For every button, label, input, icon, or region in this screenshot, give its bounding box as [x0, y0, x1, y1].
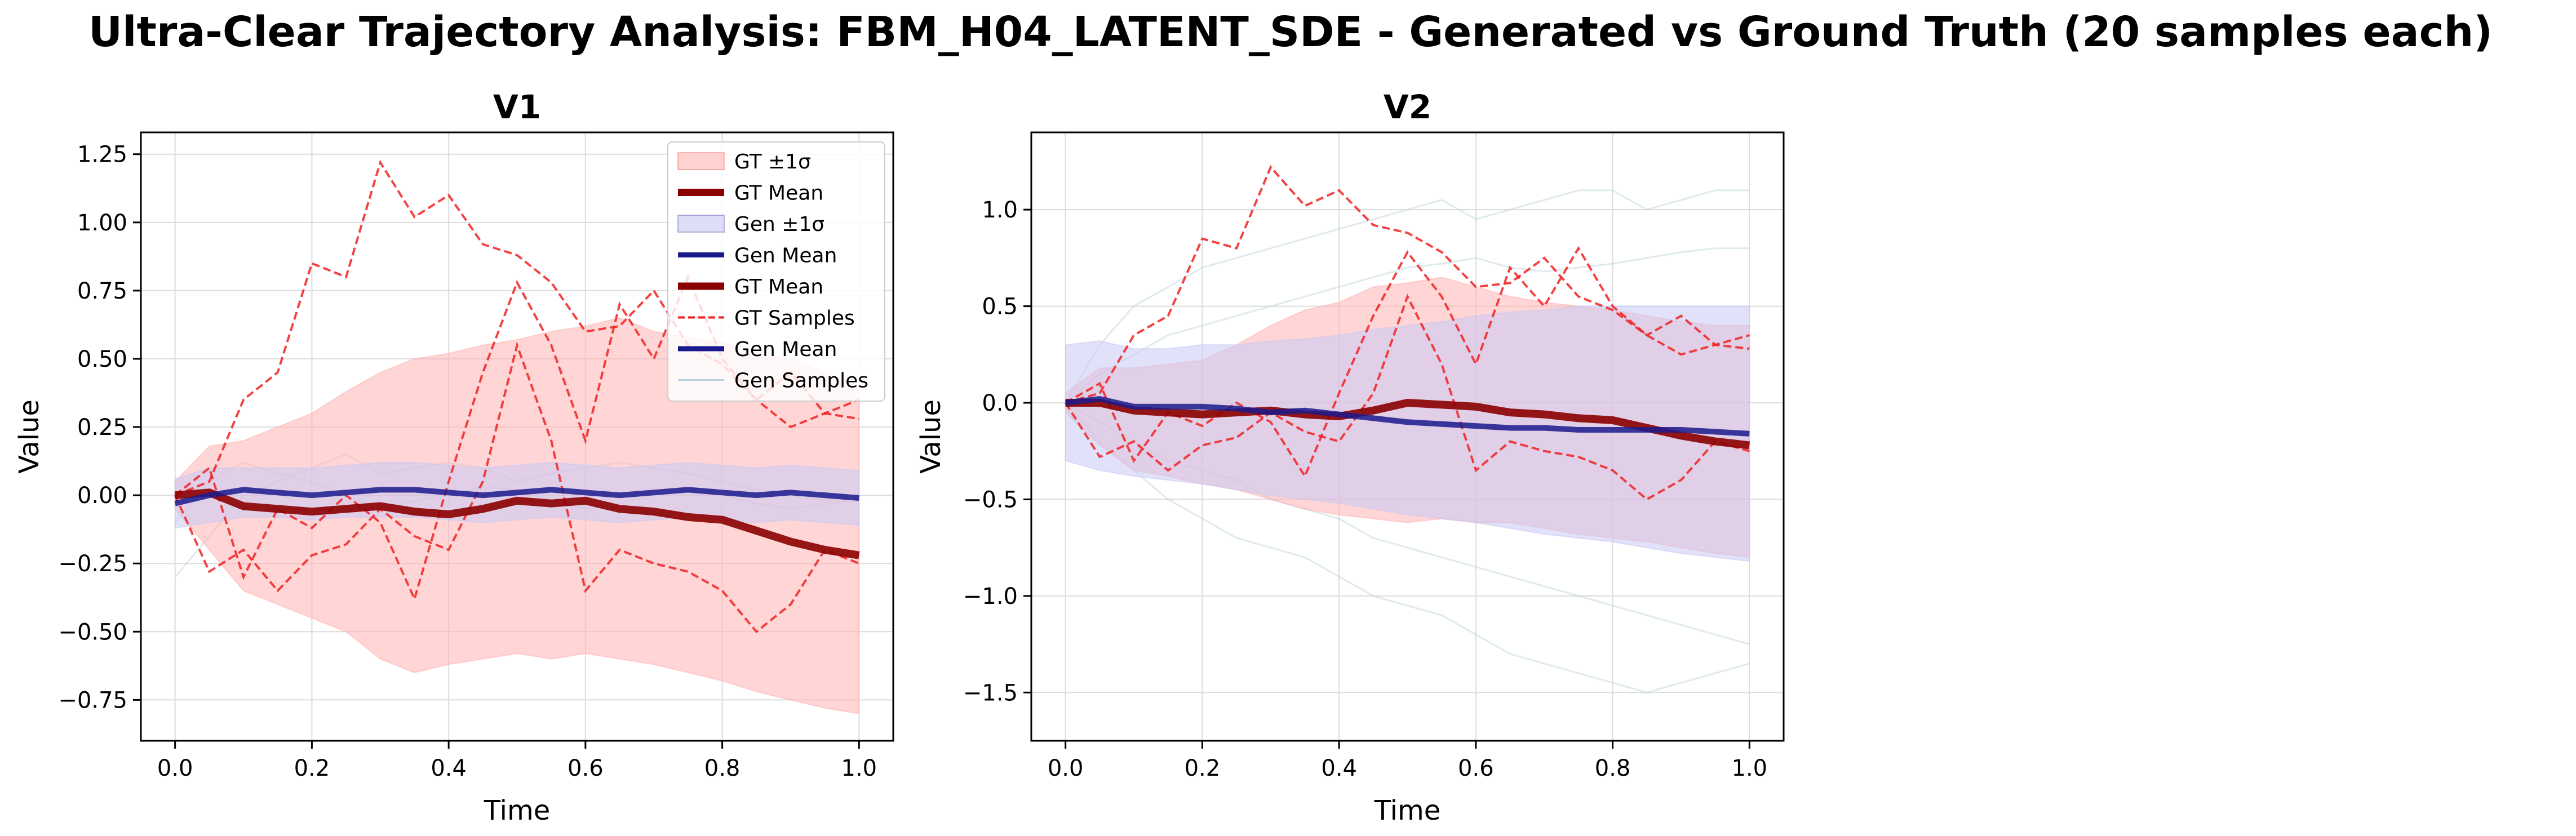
legend: GT ±1σ GT Mean Gen ±1σ Gen Mean GT Mean GT Sa…: [667, 141, 885, 402]
plot-frame: [1030, 131, 1785, 742]
legend-entry-label: GT Mean: [734, 182, 823, 205]
y-tick-label: 0.75: [77, 278, 127, 304]
y-tick-label: 0.50: [77, 346, 127, 372]
y-axis-label: Value: [14, 399, 45, 474]
gt-mean-line: [1065, 399, 1750, 450]
gen-sample-line-4: [1065, 247, 1750, 404]
y-tick-label: 0.0: [982, 390, 1018, 416]
x-tick-label: 0.6: [567, 755, 604, 781]
gen-mean-line: [174, 487, 859, 506]
x-tick-label: 0.2: [1185, 755, 1221, 781]
x-tick-label: 1.0: [1732, 755, 1768, 781]
y-tick-label: 0.25: [77, 415, 127, 441]
panel-title: V1: [493, 88, 541, 126]
gt-sample-line-1: [1065, 164, 1750, 404]
gen-sample-line-1: [1065, 189, 1750, 403]
x-tick-label: 0.8: [1595, 755, 1631, 781]
gt-sample-line-2: [174, 341, 860, 634]
y-tick-label: −1.0: [963, 584, 1018, 610]
x-tick-label: 0.4: [431, 755, 467, 781]
gt-mean-line: [175, 488, 860, 559]
y-tick-label: 0.00: [77, 483, 127, 509]
gen-sample-line-2: [1065, 402, 1750, 693]
panel-title: V2: [1384, 88, 1431, 126]
x-tick-label: 0.0: [1048, 755, 1084, 781]
y-tick-label: 1.0: [982, 197, 1018, 223]
legend-entry-label: Gen Mean: [734, 244, 837, 268]
x-axis-label: Time: [484, 795, 550, 826]
x-tick-label: 0.4: [1321, 755, 1357, 781]
x-tick-label: 0.0: [157, 755, 193, 781]
y-tick-label: −1.5: [963, 680, 1018, 706]
plot-area: [1065, 164, 1750, 693]
gen-band: [1065, 305, 1750, 562]
legend-entry-label: GT Samples: [734, 307, 855, 330]
chart-panel-v1: 0.0 0.2 0.4 0.6 0.8 1.0 −0.75 −0.50 −0.25 0.00 0.2…: [14, 88, 894, 826]
y-axis-label: Value: [915, 399, 947, 474]
y-tick-label: −0.5: [963, 487, 1018, 513]
plot-area: [174, 159, 860, 714]
y-tick-label: −0.25: [58, 551, 127, 577]
y-tick-label: 0.5: [982, 294, 1018, 320]
legend-swatch-band: [677, 215, 725, 233]
x-tick-label: 0.2: [294, 755, 330, 781]
x-tick-label: 0.8: [704, 755, 741, 781]
y-tick-label: 1.25: [77, 142, 127, 168]
legend-entry-label: Gen Samples: [734, 370, 868, 393]
y-tick-label: −0.50: [58, 619, 127, 645]
figure-title: Ultra-Clear Trajectory Analysis: FBM_H04…: [88, 8, 2493, 56]
legend-entry-label: Gen ±1σ: [734, 213, 824, 236]
chart-panel-v2: 0.0 0.2 0.4 0.6 0.8 1.0 −1.5 −1.0 −0.5 0.0 0.5 1.0 V…: [915, 88, 1785, 826]
legend-swatch-band: [677, 152, 725, 170]
x-axis-label: Time: [1374, 795, 1440, 826]
x-tick-label: 1.0: [841, 755, 877, 781]
y-tick-label: −0.75: [58, 687, 127, 713]
plot-frame: [140, 131, 894, 742]
gen-mean-line: [1065, 396, 1750, 437]
gt-sample-line-2: [1065, 294, 1750, 501]
legend-entry-label: GT ±1σ: [734, 150, 811, 174]
gt-sample-line-3: [174, 274, 860, 602]
y-tick-label: 1.00: [77, 210, 127, 236]
x-tick-label: 0.6: [1458, 755, 1494, 781]
legend-entry-label: GT Mean: [734, 275, 823, 299]
legend-entry-label: Gen Mean: [734, 338, 837, 361]
legend-box: [667, 141, 885, 402]
